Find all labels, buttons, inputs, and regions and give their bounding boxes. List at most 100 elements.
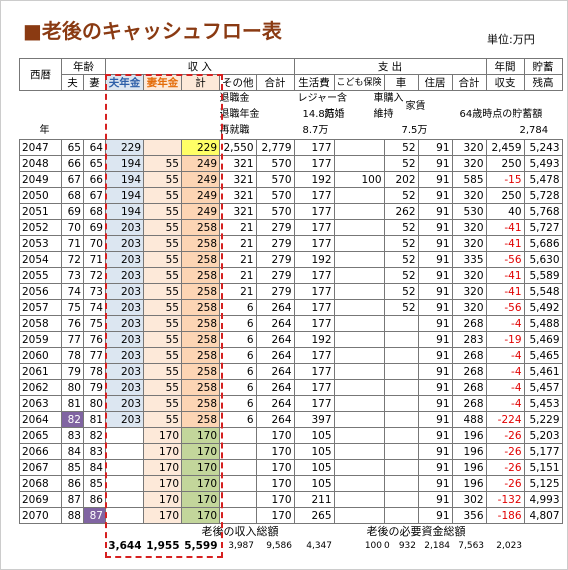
data-row: 2070 88 87 170 170 170 265 91 356 -186 4,807	[19, 507, 563, 524]
cell: 91	[417, 283, 453, 300]
cell: 91	[417, 491, 453, 508]
cell: 5,469	[523, 331, 563, 348]
cell: 5,728	[523, 187, 563, 204]
cell: 55	[143, 299, 182, 316]
cell: 91	[417, 155, 453, 172]
total: 2,184	[424, 540, 451, 551]
cell: 5,151	[523, 459, 563, 476]
cell: 91	[417, 139, 453, 156]
cell: 2061	[19, 363, 62, 380]
cell	[333, 235, 385, 252]
cell: 91	[417, 187, 453, 204]
cell: 2059	[19, 331, 62, 348]
cell: 55	[143, 395, 182, 412]
cell: 76	[83, 331, 106, 348]
cell: 83	[83, 443, 106, 460]
cell: 203	[105, 267, 144, 284]
cell: 55	[143, 187, 182, 204]
cell	[333, 331, 385, 348]
total	[524, 538, 562, 553]
cell: 5,493	[523, 155, 563, 172]
cell: 192	[293, 331, 335, 348]
cell: 5,478	[523, 171, 563, 188]
cell	[383, 331, 419, 348]
note: 維持	[373, 109, 394, 120]
cell	[105, 507, 144, 524]
cell: 203	[105, 347, 144, 364]
cell: 75	[61, 299, 84, 316]
cell: 2066	[19, 443, 62, 460]
cell: 55	[143, 203, 182, 220]
cell: 85	[83, 475, 106, 492]
cell: -41	[485, 235, 525, 252]
cell: 170	[255, 507, 295, 524]
cell: 177	[293, 267, 335, 284]
total: 9,586	[266, 540, 292, 551]
cell: 264	[255, 395, 295, 412]
cell: 320	[451, 155, 487, 172]
cell: 321	[219, 171, 257, 188]
cell: 5,727	[523, 219, 563, 236]
note-row: 退職金 退職年金 再就職 年 レジャー含 14.8万 8.7万 結婚 車購入 維持 7.5万 家賃 64…	[20, 91, 563, 140]
cell: 52	[383, 219, 419, 236]
cell: 105	[293, 443, 335, 460]
note: 64歳時点の貯蓄額	[459, 109, 543, 120]
note: 7.5万	[401, 125, 428, 136]
cell: 2,550	[219, 139, 257, 156]
cell: -4	[485, 395, 525, 412]
cell: 91	[417, 235, 453, 252]
cell	[383, 475, 419, 492]
total	[20, 538, 62, 553]
cell: 194	[105, 155, 144, 172]
cell: 91	[417, 219, 453, 236]
data-row: 2063 81 80 203 55 258 6 264 177 91 268 -4 5,453	[19, 395, 563, 412]
cell: 67	[61, 171, 84, 188]
cell: 194	[105, 171, 144, 188]
cell: 170	[255, 475, 295, 492]
cell: 5,229	[523, 411, 563, 428]
cell: 170	[255, 427, 295, 444]
cell: 2056	[19, 283, 62, 300]
data-row: 2058 76 75 203 55 258 6 264 177 91 268 -4 5,488	[19, 315, 563, 332]
cell: 55	[143, 331, 182, 348]
header-cell: 生活費	[293, 74, 335, 91]
cell: 229	[105, 139, 144, 156]
cell	[383, 347, 419, 364]
cell: 488	[451, 411, 487, 428]
cell	[333, 251, 385, 268]
note-cell: 退職金 退職年金 再就職 年 レジャー含 14.8万 8.7万 結婚 車購入 維持 7.5万 家賃 64…	[20, 91, 563, 140]
cell: 55	[143, 171, 182, 188]
cell: 194	[105, 187, 144, 204]
cell: 55	[143, 155, 182, 172]
data-row: 2068 86 85 170 170 170 105 91 196 -26 5,125	[19, 475, 563, 492]
cell: 203	[105, 235, 144, 252]
note: 退職金	[219, 93, 250, 104]
cell: 77	[83, 347, 106, 364]
cell: 264	[255, 379, 295, 396]
cell: 2065	[19, 427, 62, 444]
cell: 570	[255, 203, 295, 220]
cell	[383, 379, 419, 396]
cell: 55	[143, 235, 182, 252]
cell	[333, 475, 385, 492]
note: 14.8万	[302, 109, 335, 120]
cell: 196	[451, 443, 487, 460]
cell: 320	[451, 187, 487, 204]
cell: 203	[105, 299, 144, 316]
header-cell: 年間	[485, 58, 525, 75]
cell	[105, 427, 144, 444]
cell: 6	[219, 379, 257, 396]
cell: 6	[219, 363, 257, 380]
cell: 177	[293, 363, 335, 380]
cell: 80	[83, 395, 106, 412]
cell	[383, 395, 419, 412]
cell: 397	[293, 411, 335, 428]
cell	[383, 363, 419, 380]
header-cell: 住居	[417, 74, 453, 91]
cell: 258	[181, 219, 220, 236]
cell: 177	[293, 347, 335, 364]
total-extra: 0	[384, 541, 390, 551]
cell: 177	[293, 283, 335, 300]
cell	[219, 427, 257, 444]
cell: 91	[417, 427, 453, 444]
